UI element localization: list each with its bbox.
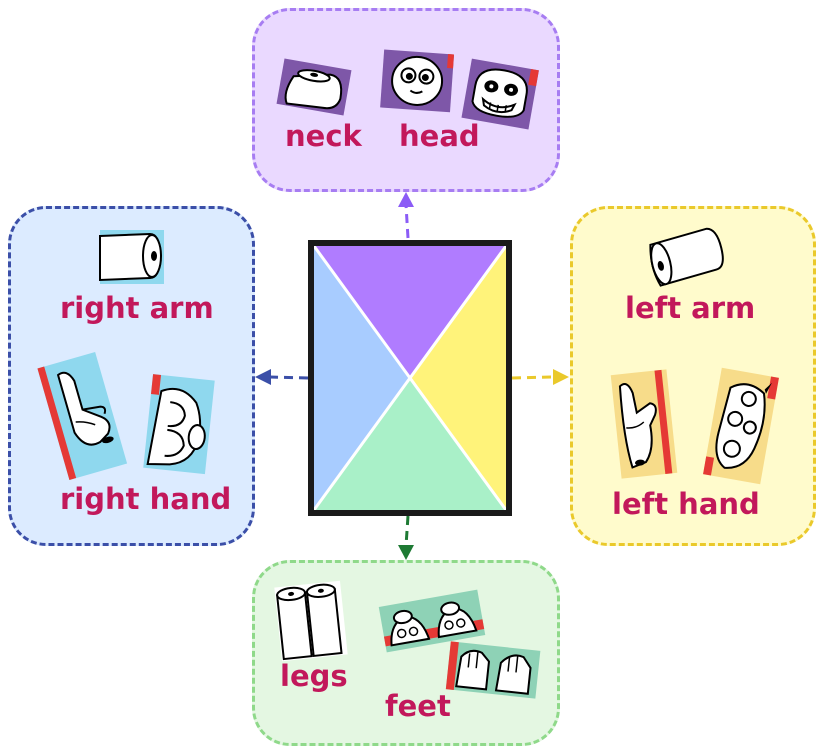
arrow-left [255, 369, 309, 385]
arrow-right [511, 369, 569, 385]
card-right-region [410, 246, 506, 510]
central-card [308, 240, 512, 516]
label-left-arm: left arm [625, 291, 756, 325]
card-bottom-region [314, 378, 506, 510]
right-hand-back-icon [143, 374, 215, 475]
right-hand-palm-icon [37, 351, 128, 480]
label-right-arm: right arm [60, 291, 214, 325]
card-left-region [314, 246, 410, 510]
arrow-down [398, 515, 414, 560]
left-hand-back-icon [703, 367, 779, 485]
label-head: head [399, 119, 480, 153]
label-left-hand: left hand [612, 487, 760, 521]
label-neck: neck [285, 119, 362, 153]
left-hand-palm-icon [610, 369, 678, 479]
label-feet: feet [385, 689, 451, 723]
right-arm-piece-icon [99, 230, 164, 284]
feet-top-icon [378, 589, 486, 653]
label-legs: legs [280, 659, 348, 693]
label-right-hand: right hand [60, 482, 232, 516]
left-arm-piece-icon [649, 227, 724, 287]
arrow-up [398, 192, 414, 239]
feet-bottom-icon [445, 641, 541, 699]
head-skull-icon [461, 58, 539, 130]
card-top-region [314, 246, 506, 378]
legs-piece-icon [274, 580, 348, 662]
neck-piece-icon [276, 58, 352, 116]
head-face-icon [380, 49, 455, 113]
